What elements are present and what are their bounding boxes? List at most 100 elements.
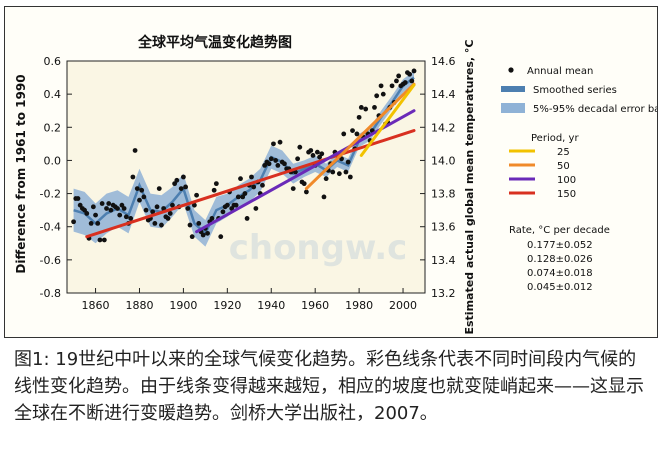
annual-mean-point <box>101 237 107 243</box>
y-tick-label-left: 0.6 <box>44 55 62 68</box>
annual-mean-point <box>185 206 191 211</box>
x-tick-label: 1960 <box>301 299 329 312</box>
annual-mean-point <box>268 156 274 162</box>
annual-mean-point <box>174 177 180 183</box>
annual-mean-point <box>152 221 158 226</box>
annual-mean-point <box>130 174 136 180</box>
error-band <box>73 70 415 247</box>
annual-mean-point <box>319 151 325 157</box>
annual-mean-point <box>200 232 206 238</box>
legend-period-title: Period, yr <box>531 133 579 144</box>
legend-smoothed-swatch <box>501 86 525 92</box>
legend-smoothed-label: Smoothed series <box>533 85 617 96</box>
annual-mean-point <box>128 216 134 221</box>
annual-mean-point <box>411 68 417 74</box>
y-tick-label-right: 13.8 <box>431 188 456 201</box>
legend-trend-label-25: 25 <box>557 147 570 158</box>
annual-mean-point <box>137 197 142 203</box>
legend-annual-mean-label: Annual mean <box>527 66 593 77</box>
temperature-chart: 全球平均气温变化趋势图 Difference from 1961 to 1990… <box>14 34 664 335</box>
annual-mean-point <box>378 83 384 89</box>
annual-mean-point <box>189 234 195 240</box>
annual-mean-point <box>253 206 259 211</box>
annual-mean-point <box>244 216 250 221</box>
annual-mean-point <box>402 80 408 85</box>
annual-mean-point <box>161 206 167 211</box>
annual-mean-point <box>167 211 173 216</box>
trend-line-25 <box>359 83 416 157</box>
annual-mean-point <box>321 194 327 200</box>
x-tick-label: 1900 <box>169 299 197 312</box>
annual-mean-point <box>143 207 149 213</box>
annual-mean-point <box>187 222 193 228</box>
x-tick-label: 1880 <box>125 299 153 312</box>
legend-trend-label-100: 100 <box>557 175 576 186</box>
annual-mean-point <box>389 83 395 89</box>
annual-mean-point <box>150 209 156 215</box>
figure-panel: 全球平均气温变化趋势图 Difference from 1961 to 1990… <box>4 6 664 338</box>
annual-mean-point <box>301 181 307 187</box>
annual-mean-point <box>396 73 402 79</box>
y-tick-label-right: 14.2 <box>431 121 456 134</box>
x-tick-label: 2000 <box>389 299 417 312</box>
annual-mean-point <box>106 201 112 206</box>
annual-mean-point <box>220 209 226 215</box>
x-tick-label: 1980 <box>345 299 373 312</box>
annual-mean-point <box>218 234 224 240</box>
y-tick-label-left: 0.0 <box>44 154 62 167</box>
annual-mean-point <box>295 156 301 162</box>
chart-title: 全球平均气温变化趋势图 <box>137 34 292 51</box>
annual-mean-point <box>209 216 215 221</box>
annual-mean-point <box>97 237 103 243</box>
annual-mean-point <box>271 141 276 147</box>
annual-mean-point <box>372 105 377 110</box>
annual-mean-point <box>117 212 123 218</box>
annual-mean-point <box>260 182 265 188</box>
annual-mean-point <box>358 105 364 110</box>
x-tick-label: 1920 <box>213 299 241 312</box>
trend-line-50 <box>304 82 416 191</box>
figure-caption: 图1: 19世纪中叶以来的全球气候变化趋势。彩色线条代表不同时间段内气候的线性变… <box>14 349 644 424</box>
annual-mean-point <box>330 169 336 175</box>
y-tick-label-right: 13.2 <box>431 287 456 300</box>
annual-mean-point <box>356 114 362 120</box>
y-tick-label-right: 14.6 <box>431 55 456 68</box>
annual-mean-point <box>282 161 287 167</box>
y-tick-label-right: 13.6 <box>431 221 456 234</box>
annual-mean-point <box>275 163 281 168</box>
y-axis-right-label: Estimated actual global mean temperature… <box>463 39 476 334</box>
annual-mean-point <box>266 161 272 167</box>
annual-mean-point <box>213 181 219 187</box>
legend-annual-mean-dot <box>508 67 514 73</box>
y-axis-left-label: Difference from 1961 to 1990 <box>14 74 28 273</box>
annual-mean-point <box>374 93 380 99</box>
y-tick-label-right: 14.4 <box>431 88 456 101</box>
y-tick-label-left: -0.2 <box>40 188 61 201</box>
annual-mean-point <box>88 221 94 226</box>
annual-mean-point <box>123 214 129 220</box>
annual-mean-point <box>99 201 105 206</box>
annual-mean-point <box>170 202 175 208</box>
trend-line-100 <box>195 109 416 234</box>
annual-mean-point <box>235 194 241 200</box>
annual-mean-point <box>84 211 90 216</box>
annual-mean-point <box>308 148 314 153</box>
x-tick-label: 1860 <box>82 299 110 312</box>
annual-mean-point <box>273 158 279 163</box>
annual-mean-point <box>115 206 120 211</box>
annual-mean-point <box>134 186 140 192</box>
legend: Annual mean Smoothed series 5%-95% decadal… <box>501 66 664 293</box>
legend-rate-value-150: 0.045±0.012 <box>527 282 593 293</box>
y-tick-label-left: -0.8 <box>40 287 61 300</box>
annual-mean-point <box>196 221 202 226</box>
annual-mean-point <box>350 128 355 133</box>
y-tick-label-left: 0.2 <box>44 121 62 134</box>
annual-mean-point <box>132 148 138 153</box>
annual-mean-point <box>336 171 342 177</box>
annual-mean-point <box>363 106 369 112</box>
annual-mean-point <box>224 202 230 208</box>
legend-error-label: 5%-95% decadal error bars <box>533 104 657 115</box>
watermark: chongw.c <box>229 228 408 268</box>
legend-rate-title: Rate, °C per decade <box>509 225 610 236</box>
legend-trend-label-150: 150 <box>557 189 576 200</box>
